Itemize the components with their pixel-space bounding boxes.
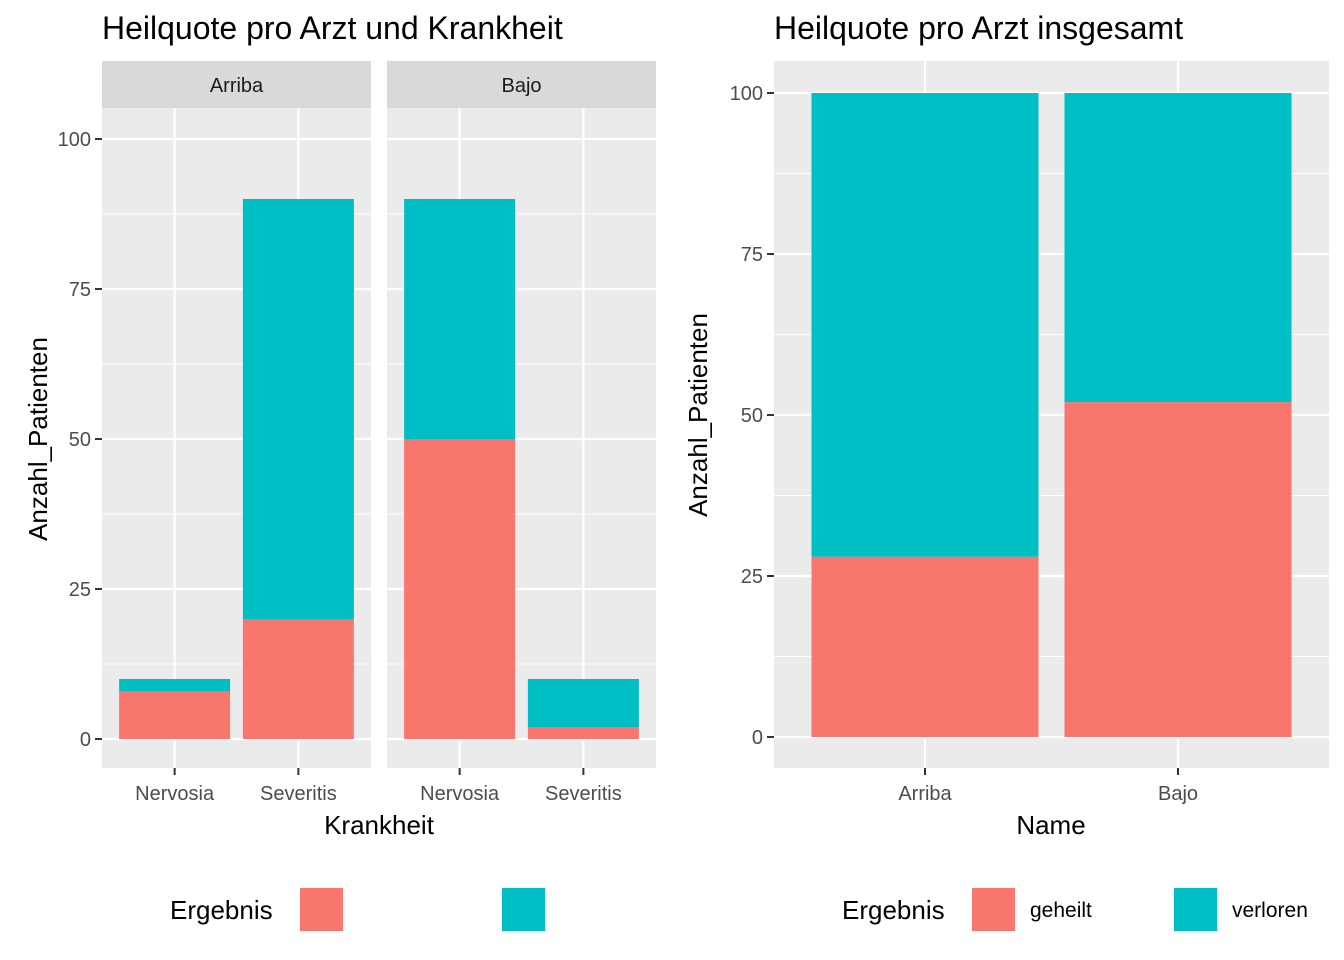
- chart-faceted: Heilquote pro Arzt und Krankheit Nervosia…: [23, 10, 656, 931]
- y-tick-label: 75: [741, 244, 763, 266]
- y-tick-label: 50: [69, 429, 91, 451]
- bar-geheilt-severitis: [242, 619, 354, 739]
- facet-strip-label: Bajo: [501, 75, 541, 97]
- x-tick-label: Nervosia: [420, 783, 500, 805]
- chart-title: Heilquote pro Arzt und Krankheit: [102, 10, 563, 46]
- bar-geheilt-nervosia: [404, 439, 516, 739]
- chart-title: Heilquote pro Arzt insgesamt: [774, 10, 1183, 46]
- legend: Ergebnis: [170, 888, 545, 931]
- y-tick-label: 100: [58, 129, 91, 151]
- bar-verloren-severitis: [242, 199, 354, 619]
- legend-key-geheilt: [300, 888, 343, 931]
- y-tick-label: 25: [741, 566, 763, 588]
- facet-panel-arriba: Nervosia Severitis Arriba: [102, 61, 371, 805]
- x-tick-label: Arriba: [898, 783, 952, 805]
- facet-panel-bajo: Nervosia Severitis Bajo: [387, 61, 656, 805]
- x-axis-title: Name: [1016, 810, 1085, 840]
- facet-strip: [387, 61, 656, 108]
- y-tick-label: 25: [69, 579, 91, 601]
- legend-key-geheilt: [972, 888, 1015, 931]
- facet-strip-label: Arriba: [210, 75, 264, 97]
- legend: Ergebnis geheilt verloren: [842, 888, 1308, 931]
- legend-label-geheilt: geheilt: [1030, 899, 1092, 922]
- x-tick-label: Severitis: [545, 783, 622, 805]
- x-tick-label: Severitis: [260, 783, 337, 805]
- legend-title: Ergebnis: [170, 895, 273, 925]
- bar-geheilt-bajo: [1064, 402, 1292, 737]
- y-axis-title: Anzahl_Patienten: [683, 313, 713, 517]
- legend-key-verloren: [1174, 888, 1217, 931]
- bar-geheilt-severitis: [527, 727, 639, 739]
- y-axis-title: Anzahl_Patienten: [23, 337, 53, 541]
- bar-verloren-bajo: [1064, 93, 1292, 403]
- y-tick-label: 0: [752, 727, 763, 749]
- bar-verloren-arriba: [811, 93, 1039, 557]
- legend-title: Ergebnis: [842, 895, 945, 925]
- legend-key-verloren: [502, 888, 545, 931]
- bar-verloren-nervosia: [119, 679, 231, 691]
- y-tick-label: 100: [730, 83, 763, 105]
- x-tick-label: Nervosia: [135, 783, 215, 805]
- y-tick-label: 50: [741, 405, 763, 427]
- y-tick-label: 75: [69, 279, 91, 301]
- chart-overall: Heilquote pro Arzt insgesamt Arriba Bajo 0 2…: [683, 10, 1329, 931]
- x-tick-label: Bajo: [1158, 783, 1198, 805]
- bar-geheilt-nervosia: [119, 691, 231, 739]
- bar-geheilt-arriba: [811, 556, 1039, 737]
- facet-strip: [102, 61, 371, 108]
- bar-verloren-severitis: [527, 679, 639, 727]
- legend-label-verloren: verloren: [1232, 899, 1308, 922]
- y-tick-label: 0: [80, 729, 91, 751]
- x-axis-title: Krankheit: [324, 810, 435, 840]
- bar-verloren-nervosia: [404, 199, 516, 439]
